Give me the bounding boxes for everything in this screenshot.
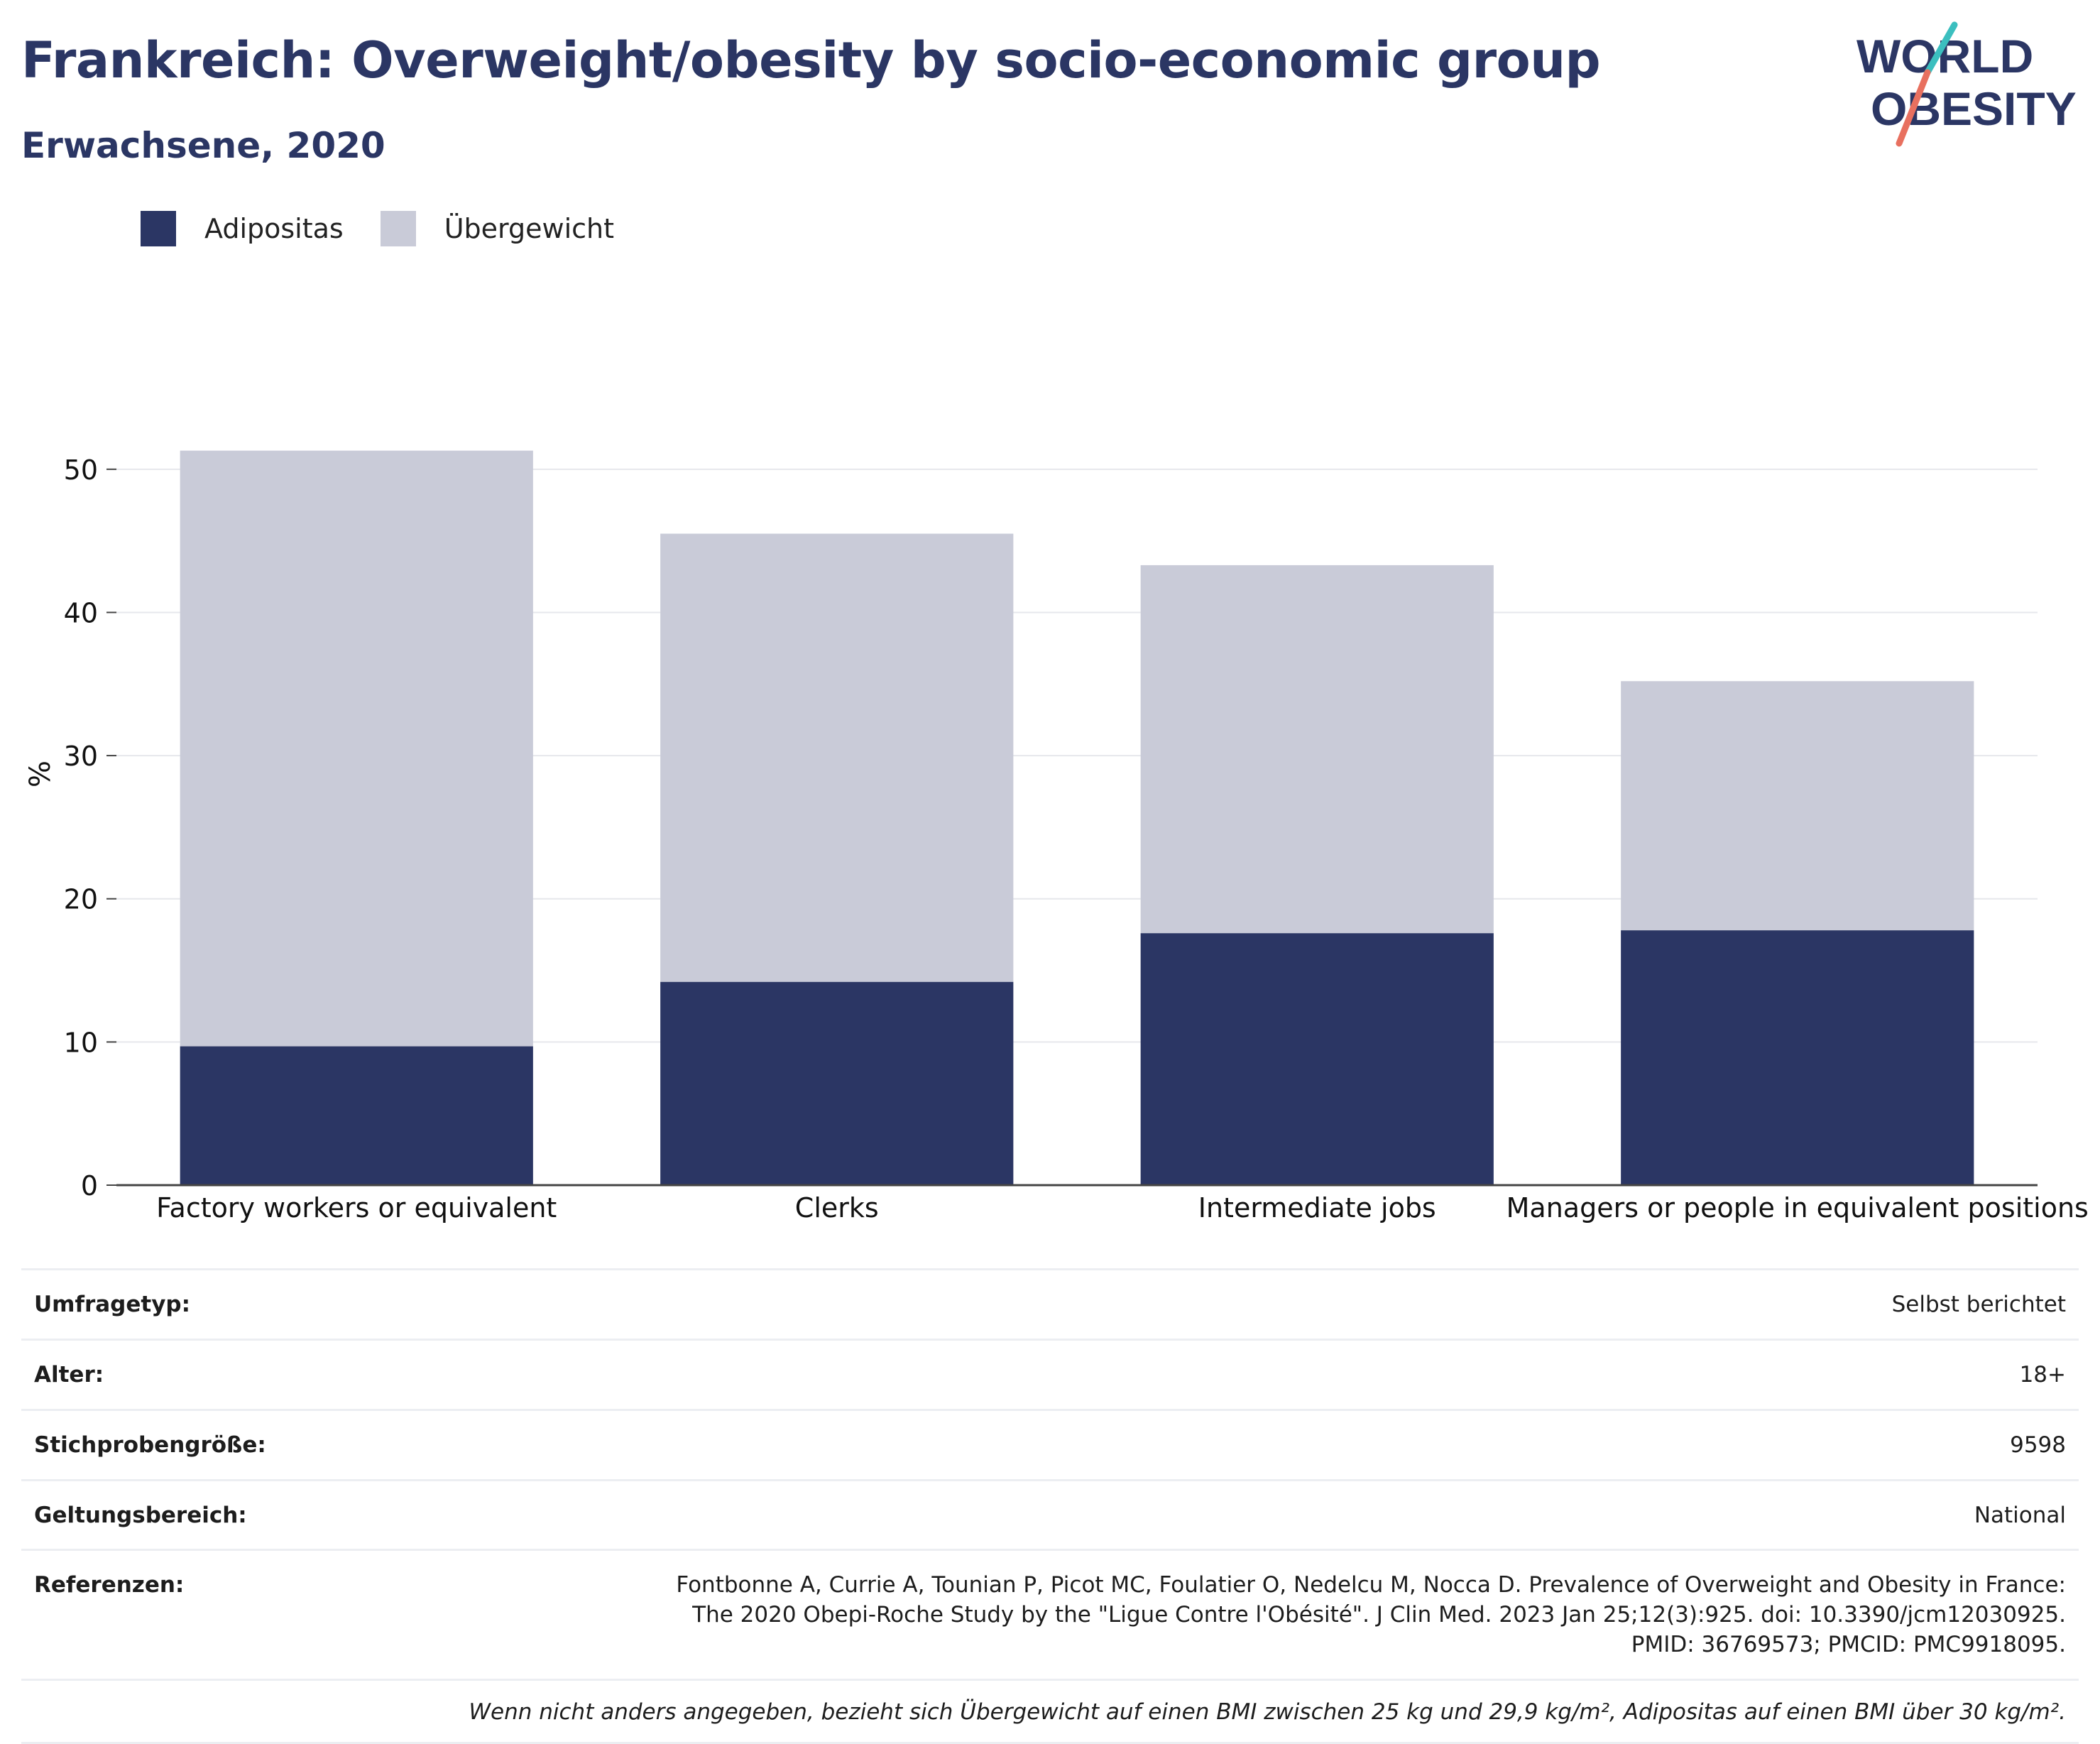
meta-row-age: Alter: 18+ <box>21 1338 2079 1409</box>
meta-row-sample-size: Stichprobengröße: 9598 <box>21 1408 2079 1479</box>
meta-row-scope: Geltungsbereich: National <box>21 1478 2079 1549</box>
bar-adipositas[interactable] <box>1140 933 1494 1185</box>
legend-label-uebergewicht: Übergewicht <box>444 213 614 244</box>
chart-title: Frankreich: Overweight/obesity by socio-… <box>21 31 1601 89</box>
y-tick-labels: 0 10 20 30 40 50 <box>64 454 116 1201</box>
legend-item-uebergewicht[interactable]: Übergewicht <box>380 211 614 246</box>
meta-value: 18+ <box>2019 1361 2066 1388</box>
legend-label-adipositas: Adipositas <box>204 213 344 244</box>
bar-uebergewicht[interactable] <box>1621 681 1974 931</box>
bar-adipositas[interactable] <box>660 981 1014 1185</box>
y-tick-label: 0 <box>81 1170 98 1201</box>
meta-row-references: Referenzen: Fontbonne A, Currie A, Touni… <box>21 1549 2079 1679</box>
world-obesity-logo: WORLD OBESITY <box>1856 21 2077 147</box>
y-tick-label: 10 <box>64 1027 98 1058</box>
meta-key: Geltungsbereich: <box>34 1502 247 1528</box>
reference-text[interactable]: Fontbonne A, Currie A, Tounian P, Picot … <box>676 1572 2066 1658</box>
legend-item-adipositas[interactable]: Adipositas <box>141 211 344 246</box>
logo-slash-teal <box>1924 21 1958 76</box>
y-tick-label: 30 <box>64 741 98 772</box>
meta-value: Selbst berichtet <box>1891 1292 2066 1317</box>
legend-swatch-uebergewicht <box>380 211 416 246</box>
x-tick-label: Clerks <box>795 1192 879 1223</box>
y-tick-label: 50 <box>64 454 98 486</box>
meta-key: Referenzen: <box>34 1572 185 1598</box>
meta-key: Alter: <box>34 1361 104 1388</box>
logo-slash-coral <box>1896 69 1931 147</box>
x-tick-labels: Factory workers or equivalent Clerks Inter… <box>156 1192 2089 1223</box>
bar-uebergewicht[interactable] <box>1140 565 1494 934</box>
stacked-bar-chart: 0 10 20 30 40 50 Factory workers or equivalen… <box>24 450 2089 1223</box>
bars <box>180 450 1974 1185</box>
metadata-table: Umfragetyp: Selbst berichtet Alter: 18+ … <box>21 1268 2079 1744</box>
legend-swatch-adipositas <box>141 211 176 246</box>
meta-value: National <box>1974 1502 2066 1528</box>
meta-value: 9598 <box>2010 1432 2066 1458</box>
y-tick-label: 40 <box>64 597 98 628</box>
chart-subtitle: Erwachsene, 2020 <box>21 125 385 166</box>
x-tick-label: Factory workers or equivalent <box>156 1192 557 1223</box>
bar-uebergewicht[interactable] <box>180 450 533 1047</box>
y-tick-label: 20 <box>64 884 98 915</box>
x-tick-label: Managers or people in equivalent positio… <box>1506 1192 2089 1223</box>
meta-key: Umfragetyp: <box>34 1292 190 1317</box>
x-tick-label: Intermediate jobs <box>1198 1192 1436 1223</box>
chart-legend: Adipositas Übergewicht <box>141 210 651 247</box>
y-axis-label: % <box>24 761 57 787</box>
bar-adipositas[interactable] <box>180 1046 533 1185</box>
definition-note: Wenn nicht anders angegeben, bezieht sic… <box>21 1678 2079 1744</box>
meta-key: Stichprobengröße: <box>34 1432 266 1458</box>
bar-adipositas[interactable] <box>1621 930 1974 1185</box>
meta-row-survey-type: Umfragetyp: Selbst berichtet <box>21 1268 2079 1339</box>
bar-uebergewicht[interactable] <box>660 533 1014 982</box>
